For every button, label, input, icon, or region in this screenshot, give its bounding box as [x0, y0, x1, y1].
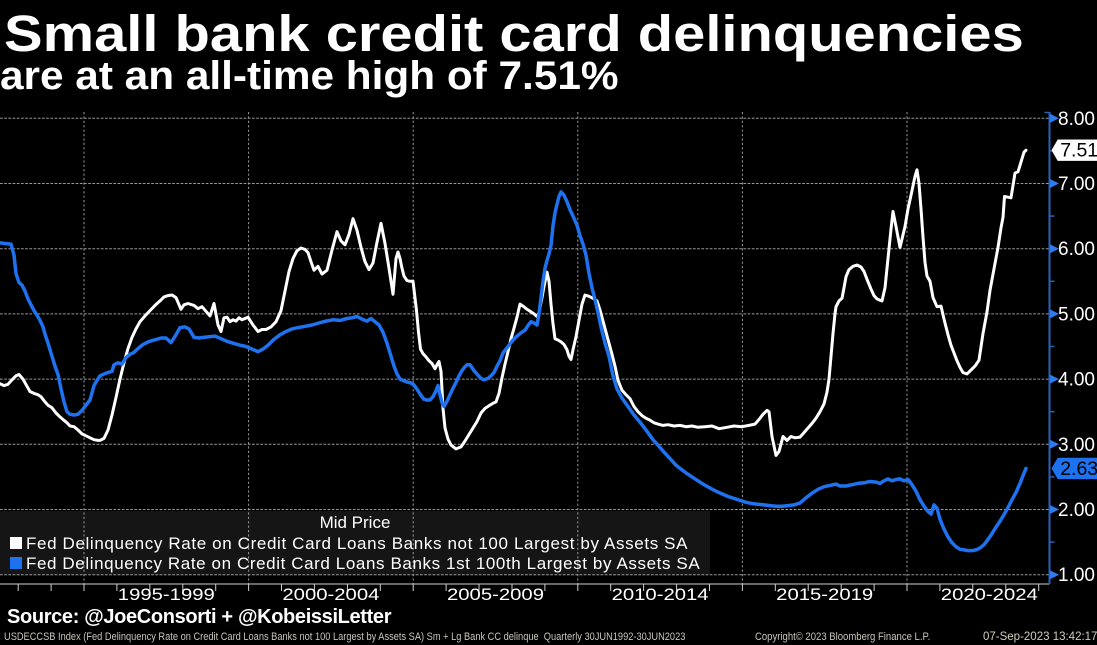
svg-text:2000-2004: 2000-2004 — [282, 586, 379, 604]
svg-text:2.63: 2.63 — [1060, 458, 1097, 480]
svg-text:8.00: 8.00 — [1058, 109, 1095, 130]
svg-text:4.00: 4.00 — [1058, 370, 1095, 391]
svg-text:2015-2019: 2015-2019 — [776, 586, 873, 604]
svg-text:2.00: 2.00 — [1058, 500, 1095, 521]
svg-text:2010-2014: 2010-2014 — [612, 586, 709, 604]
svg-text:6.00: 6.00 — [1058, 239, 1095, 260]
svg-text:3.00: 3.00 — [1058, 435, 1095, 456]
svg-text:1995-1999: 1995-1999 — [118, 586, 215, 604]
svg-text:1.00: 1.00 — [1058, 565, 1095, 586]
svg-text:7.00: 7.00 — [1058, 174, 1095, 195]
svg-text:2005-2009: 2005-2009 — [447, 586, 544, 604]
svg-text:5.00: 5.00 — [1058, 304, 1095, 325]
svg-text:2020-2024: 2020-2024 — [941, 586, 1038, 604]
svg-text:7.51: 7.51 — [1060, 140, 1097, 162]
